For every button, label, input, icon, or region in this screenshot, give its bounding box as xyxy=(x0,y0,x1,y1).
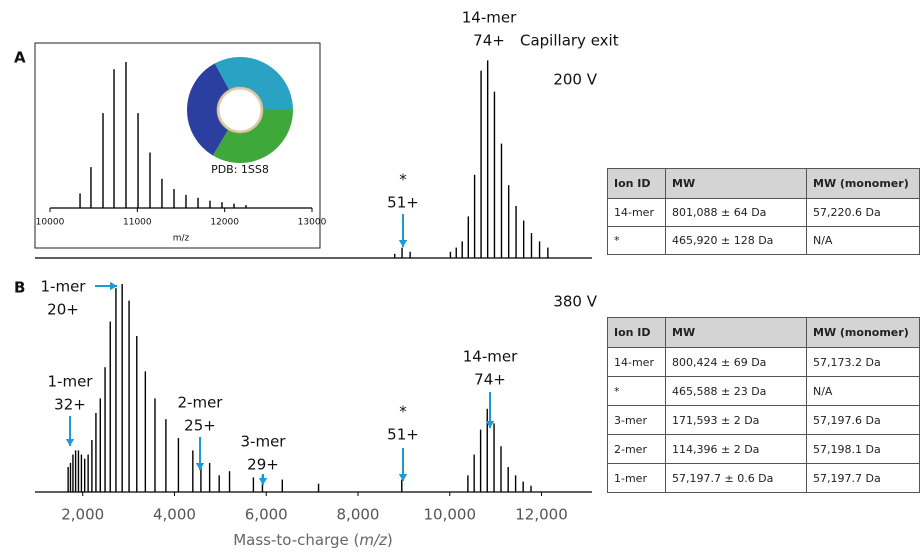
table-cell: 114,396 ± 2 Da xyxy=(665,434,807,464)
table-row: 14-mer 800,424 ± 69 Da 57,173.2 Da xyxy=(607,347,920,377)
table: Ion ID MW MW (monomer) 14-mer 800,424 ± 69 D… xyxy=(607,317,920,493)
column-header: Ion ID xyxy=(607,168,666,199)
annotation: 51+ xyxy=(387,194,419,212)
table-cell: 57,197.7 Da xyxy=(806,463,920,493)
annotation: 32+ xyxy=(54,396,86,414)
table-cell: * xyxy=(607,226,666,255)
table-cell: 3-mer xyxy=(607,405,666,435)
table-row: 2-mer 114,396 ± 2 Da 57,198.1 Da xyxy=(607,434,920,464)
annotation: 1-mer xyxy=(48,373,94,391)
table-cell: 57,197.7 ± 0.6 Da xyxy=(665,463,807,493)
x-tick-label: 13000 xyxy=(298,218,327,228)
column-header: Ion ID xyxy=(607,317,666,348)
x-tick-label: 12,000 xyxy=(515,506,568,524)
x-axis-label: m/z xyxy=(173,234,190,244)
table-cell: 2-mer xyxy=(607,434,666,464)
x-tick-label: 2,000 xyxy=(61,506,104,524)
arrow-head xyxy=(258,478,268,485)
annotation: 25+ xyxy=(184,417,216,435)
annotation: 74+ xyxy=(474,371,506,389)
table-cell: N/A xyxy=(806,226,920,255)
table-cell: 800,424 ± 69 Da xyxy=(665,347,807,377)
table-row: * 465,920 ± 128 Da N/A xyxy=(607,226,920,255)
x-axis-label-part: m/z xyxy=(359,531,388,549)
panel-label: B xyxy=(14,279,25,297)
table-cell: 14-mer xyxy=(607,198,666,227)
table-cell: * xyxy=(607,376,666,406)
table-cell: 57,173.2 Da xyxy=(806,347,920,377)
header-row: Ion ID MW MW (monomer) xyxy=(607,168,920,199)
table-cell: 57,197.6 Da xyxy=(806,405,920,435)
annotation: 51+ xyxy=(387,426,419,444)
annotation: 3-mer xyxy=(241,433,287,451)
annotation: * xyxy=(399,403,407,421)
annotation: 74+ xyxy=(473,32,505,50)
annotation: Capillary exit xyxy=(520,32,619,50)
annotation: 14-mer xyxy=(462,9,517,27)
table-cell: N/A xyxy=(806,376,920,406)
arrow-head xyxy=(485,421,495,428)
x-tick-label: 11000 xyxy=(123,218,152,228)
table-row: 3-mer 171,593 ± 2 Da 57,197.6 Da xyxy=(607,405,920,435)
protein-structure xyxy=(187,57,293,163)
panel-label: A xyxy=(14,49,26,67)
arrow-head xyxy=(110,281,117,291)
table-cell: 465,920 ± 128 Da xyxy=(665,226,807,255)
table-row: 1-mer 57,197.7 ± 0.6 Da 57,197.7 Da xyxy=(607,463,920,493)
annotation: 2-mer xyxy=(178,394,224,412)
x-tick-label: 6,000 xyxy=(245,506,288,524)
x-tick-label: 8,000 xyxy=(337,506,380,524)
annotation: 20+ xyxy=(47,301,79,319)
table: Ion ID MW MW (monomer) 14-mer 801,088 ± 64 D… xyxy=(607,168,920,255)
column-header: MW xyxy=(665,168,807,199)
x-tick-label: 12000 xyxy=(210,218,239,228)
column-header: MW (monomer) xyxy=(806,317,920,348)
arrow-head xyxy=(398,474,408,481)
column-header: MW (monomer) xyxy=(806,168,920,199)
x-tick-label: 4,000 xyxy=(153,506,196,524)
column-header: MW xyxy=(665,317,807,348)
annotation: 1-mer xyxy=(41,278,87,296)
x-axis-label-part: Mass-to-charge ( xyxy=(233,531,359,549)
arrow-head xyxy=(398,240,408,247)
table-cell: 57,198.1 Da xyxy=(806,434,920,464)
table-cell: 1-mer xyxy=(607,463,666,493)
arrow-head xyxy=(65,439,75,446)
x-tick-label: 10,000 xyxy=(424,506,477,524)
annotation: 380 V xyxy=(553,293,597,311)
table-cell: 14-mer xyxy=(607,347,666,377)
table-cell: 465,588 ± 23 Da xyxy=(665,376,807,406)
table-cell: 171,593 ± 2 Da xyxy=(665,405,807,435)
x-axis-label: Mass-to-charge (m/z) xyxy=(233,531,393,549)
annotation: 29+ xyxy=(247,456,279,474)
arrow-head xyxy=(195,463,205,470)
header-row: Ion ID MW MW (monomer) xyxy=(607,317,920,348)
table-cell: 57,220.6 Da xyxy=(806,198,920,227)
x-axis-label-part: ) xyxy=(387,531,393,549)
annotation: 14-mer xyxy=(463,348,518,366)
annotation: PDB: 1SS8 xyxy=(211,163,269,176)
table-row: * 465,588 ± 23 Da N/A xyxy=(607,376,920,406)
table-cell: 801,088 ± 64 Da xyxy=(665,198,807,227)
table-row: 14-mer 801,088 ± 64 Da 57,220.6 Da xyxy=(607,198,920,227)
annotation: 200 V xyxy=(553,71,597,89)
annotation: * xyxy=(399,171,407,189)
x-tick-label: 10000 xyxy=(36,218,65,228)
